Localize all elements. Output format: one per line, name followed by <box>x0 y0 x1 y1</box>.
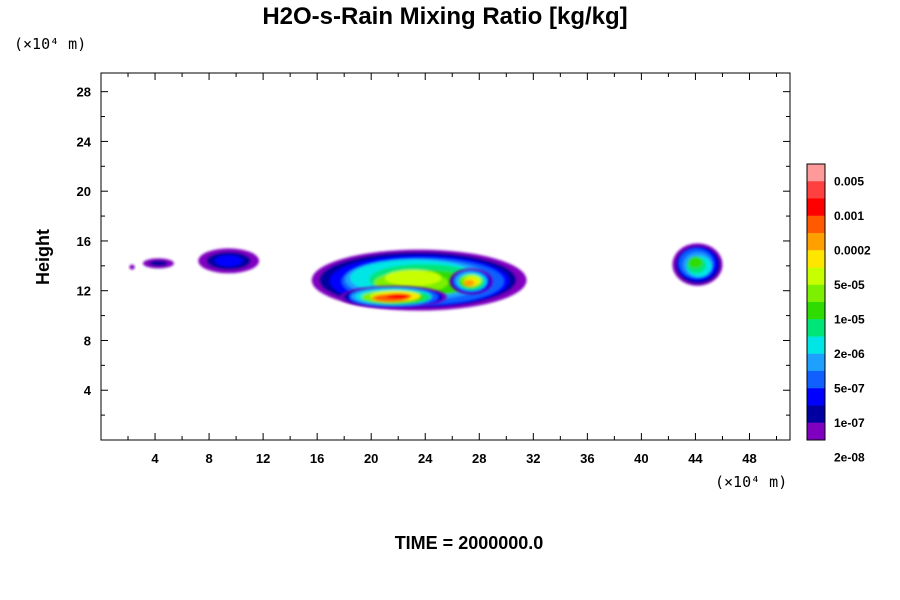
colorbar-swatch <box>807 319 825 337</box>
contour-band <box>385 293 412 299</box>
rain-region <box>142 258 174 269</box>
colorbar-label: 1e-07 <box>834 416 865 430</box>
x-tick-label: 24 <box>418 451 433 466</box>
y-tick-label: 12 <box>77 284 91 299</box>
x-tick-label: 4 <box>151 451 159 466</box>
axis-ticks <box>101 73 790 440</box>
x-tick-label: 48 <box>742 451 756 466</box>
y-unit-label: (×10⁴ m) <box>14 35 86 53</box>
x-tick-label: 20 <box>364 451 378 466</box>
y-tick-label: 16 <box>77 234 91 249</box>
y-tick-label: 20 <box>77 184 91 199</box>
colorbar-label: 2e-06 <box>834 347 865 361</box>
colorbar-swatch <box>807 267 825 285</box>
colorbar-swatch <box>807 336 825 354</box>
colorbar-swatch <box>807 405 825 423</box>
colorbar-label: 5e-07 <box>834 381 865 395</box>
contour-band <box>688 256 703 269</box>
colorbar-swatch <box>807 181 825 199</box>
chart-title: H2O-s-Rain Mixing Ratio [kg/kg] <box>262 3 627 30</box>
colorbar-label: 2e-08 <box>834 450 865 464</box>
x-tick-label: 40 <box>634 451 648 466</box>
contour-band <box>384 269 442 286</box>
x-tick-labels: 4 8 12 16 20 24 28 32 36 40 44 48 <box>151 451 756 466</box>
x-tick-label: 8 <box>205 451 212 466</box>
x-unit-label: (×10⁴ m) <box>715 473 787 491</box>
y-tick-labels: 4 8 12 16 20 24 28 <box>77 85 92 399</box>
y-tick-label: 4 <box>84 383 92 398</box>
x-tick-label: 44 <box>688 451 703 466</box>
colorbar-swatch <box>807 233 825 251</box>
x-tick-label: 36 <box>580 451 594 466</box>
contour-band <box>149 260 168 267</box>
colorbar-swatch <box>807 164 825 182</box>
x-tick-label: 16 <box>310 451 324 466</box>
y-tick-label: 8 <box>84 333 91 348</box>
colorbar-label: 0.005 <box>834 174 864 188</box>
colorbar: 0.005 0.001 0.0002 5e-05 1e-05 2e-06 5e-07 1e-0… <box>806 163 871 464</box>
y-tick-label: 24 <box>77 134 92 149</box>
colorbar-swatch <box>807 284 825 303</box>
x-tick-label: 32 <box>526 451 540 466</box>
colorbar-label: 5e-05 <box>834 278 865 292</box>
cloud-layer <box>129 243 723 311</box>
time-label: TIME = 2000000.0 <box>395 533 544 553</box>
colorbar-swatch <box>807 353 825 372</box>
colorbar-swatch <box>807 422 825 441</box>
x-tick-label: 12 <box>256 451 270 466</box>
colorbar-swatch <box>807 250 825 268</box>
contour-band <box>129 264 135 270</box>
colorbar-label: 0.0002 <box>834 243 871 257</box>
colorbar-frame <box>806 163 826 441</box>
x-tick-label: 28 <box>472 451 486 466</box>
rain-region <box>129 264 135 270</box>
y-axis-label: Height <box>33 229 53 285</box>
colorbar-label: 0.001 <box>834 209 864 223</box>
rain-region <box>340 285 447 309</box>
colorbar-label: 1e-05 <box>834 312 865 326</box>
rain-region <box>449 268 493 295</box>
rain-region <box>198 248 260 274</box>
colorbar-swatch <box>807 215 825 234</box>
contour-band <box>214 255 243 267</box>
colorbar-swatch <box>807 371 825 389</box>
colorbar-swatch <box>807 198 825 216</box>
y-tick-label: 28 <box>77 85 91 100</box>
colorbar-swatch <box>807 388 825 406</box>
colorbar-swatch <box>807 302 825 320</box>
rain-region <box>672 243 723 286</box>
contour-band <box>463 279 475 287</box>
